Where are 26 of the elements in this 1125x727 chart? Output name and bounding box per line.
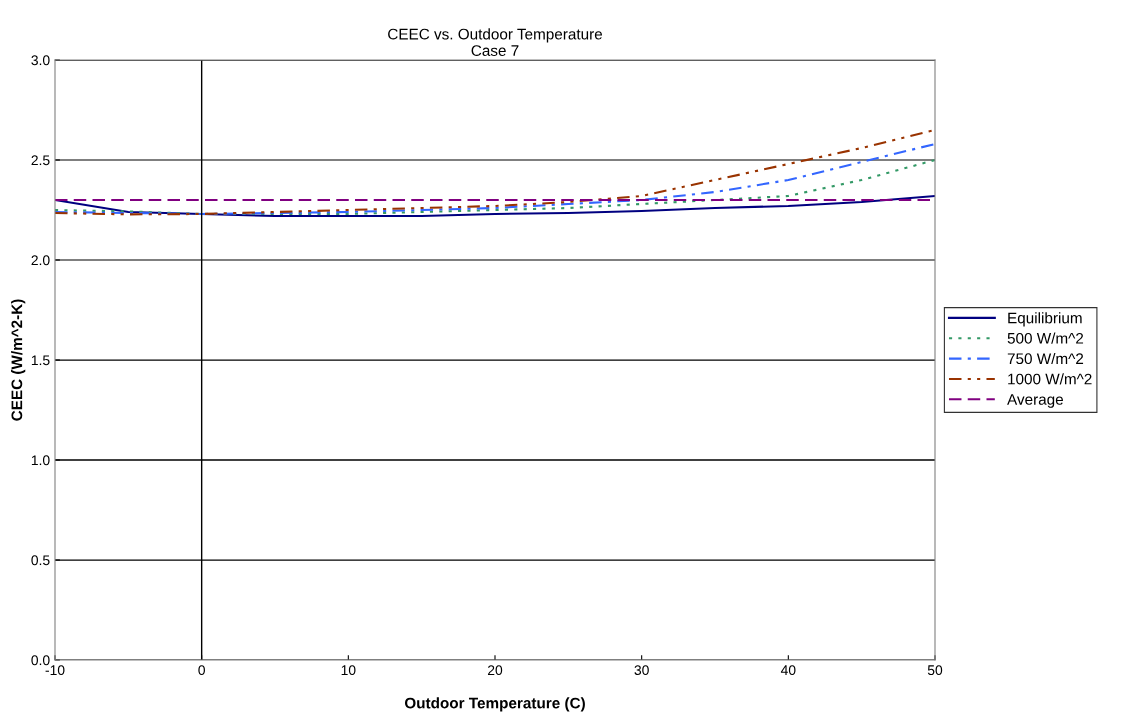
x-tick-label: 30 [634, 665, 649, 676]
x-tick-label: -10 [45, 665, 65, 676]
y-axis-title: CEEC (W/m^2-K) [11, 299, 26, 421]
y-tick-label: 2.5 [31, 155, 50, 166]
y-tick-label: 1.5 [31, 355, 50, 366]
line-series [55, 158, 935, 216]
x-axis-title: Outdoor Temperature (C) [404, 697, 585, 712]
legend-label: Average [1007, 394, 1063, 408]
legend-label: 1000 W/m^2 [1008, 373, 1092, 385]
x-tick-label: 10 [341, 665, 356, 676]
y-tick-label: 0.0 [31, 655, 50, 666]
chart-title: CEEC vs. Outdoor Temperature Case 7 [388, 28, 603, 56]
y-tick-label: 3.0 [31, 55, 50, 66]
legend-label: 500 W/m^2 [1007, 332, 1084, 344]
x-tick-label: 50 [927, 665, 943, 676]
legend-label: Equilibrium [1008, 312, 1082, 327]
x-tick-label: 20 [487, 665, 503, 676]
x-tick-label: 0 [198, 665, 205, 676]
line-series [55, 194, 935, 218]
x-tick-label: 40 [780, 665, 796, 676]
line-series [55, 128, 935, 216]
y-tick-label: 1.0 [31, 455, 50, 466]
y-tick-label: 0.5 [31, 555, 50, 566]
line-series [55, 142, 935, 216]
y-tick-label: 2.0 [31, 255, 50, 266]
legend-label: 750 W/m^2 [1007, 352, 1084, 365]
